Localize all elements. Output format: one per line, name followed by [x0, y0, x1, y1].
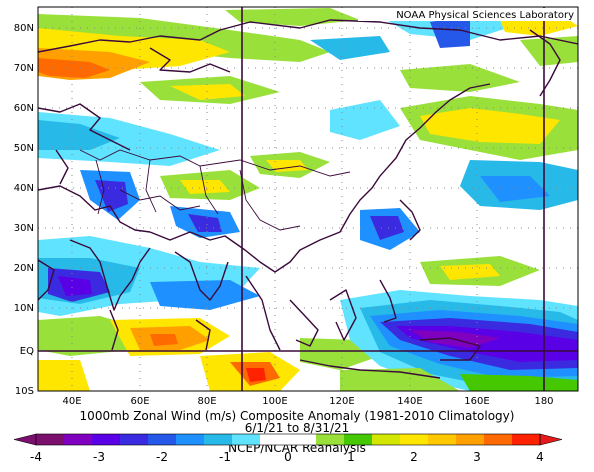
- colorbar-swatch: [92, 434, 121, 445]
- colorbar-frame: [35, 433, 541, 446]
- colorbar-under-arrow: [13, 433, 37, 446]
- lon-label: 60E: [130, 396, 149, 407]
- lat-label: 10N: [14, 303, 34, 314]
- colorbar-swatch: [232, 434, 261, 445]
- colorbar-swatch: [316, 434, 345, 445]
- colorbar-swatch: [176, 434, 205, 445]
- lon-label: 140E: [397, 396, 422, 407]
- map-title: 1000mb Zonal Wind (m/s) Composite Anomal…: [80, 409, 515, 423]
- colorbar-labels: -4 -3 -2 -1 0 1 2 3 4: [30, 450, 544, 464]
- colorbar-swatch: [204, 434, 233, 445]
- lat-label: 20N: [14, 263, 34, 274]
- lat-label: 60N: [14, 103, 34, 114]
- colorbar-swatch: [148, 434, 177, 445]
- colorbar-swatch: [400, 434, 429, 445]
- lat-label: 10S: [15, 386, 34, 397]
- colorbar-tick-label: -3: [93, 450, 105, 464]
- colorbar-swatch: [484, 434, 513, 445]
- graticule: [38, 7, 578, 391]
- lat-label: 80N: [14, 23, 34, 34]
- lon-labels: 40E 60E 80E 100E 120E 140E 160E 180: [62, 396, 553, 407]
- lon-label: 40E: [62, 396, 81, 407]
- coastlines: [38, 19, 578, 379]
- colorbar-swatch: [260, 434, 289, 445]
- colorbar-swatch: [512, 434, 541, 445]
- colorbar-tick-label: -4: [30, 450, 42, 464]
- colorbar-swatch: [372, 434, 401, 445]
- lat-label: 30N: [14, 223, 34, 234]
- lon-label: 120E: [329, 396, 354, 407]
- plot-frame: [37, 6, 579, 392]
- colorbar-swatch: [456, 434, 485, 445]
- colorbar-swatch: [64, 434, 93, 445]
- colorbar-tick-label: 1: [347, 450, 355, 464]
- colorbar: [13, 433, 563, 446]
- colorbar-tick-label: 3: [473, 450, 481, 464]
- lon-label: 80E: [197, 396, 216, 407]
- lat-label: EQ: [20, 346, 34, 357]
- colorbar-swatch: [428, 434, 457, 445]
- lat-label: 70N: [14, 63, 34, 74]
- credit-box: [358, 8, 577, 21]
- colorbar-tick-label: 4: [536, 450, 544, 464]
- lat-labels: 80N 70N 60N 50N 40N 30N 20N 10N EQ 10S: [14, 23, 34, 397]
- country-borders: [79, 149, 351, 231]
- lat-label: 50N: [14, 143, 34, 154]
- lon-label: 100E: [262, 396, 287, 407]
- colorbar-swatch: [288, 434, 317, 445]
- lat-label: 40N: [14, 183, 34, 194]
- colorbar-swatch: [120, 434, 149, 445]
- credit-text: NOAA Physical Sciences Laboratory: [396, 10, 574, 21]
- colorbar-tick-label: -2: [156, 450, 168, 464]
- colorbar-swatch: [344, 434, 373, 445]
- colorbar-tick-label: 2: [410, 450, 418, 464]
- colorbar-over-arrow: [539, 433, 563, 446]
- lon-label: 160E: [464, 396, 489, 407]
- colorbar-tick-label: 0: [284, 450, 292, 464]
- lon-label: 180: [534, 396, 553, 407]
- colorbar-tick-label: -1: [219, 450, 231, 464]
- date-range: 6/1/21 to 8/31/21: [245, 421, 350, 435]
- colorbar-swatch: [36, 434, 65, 445]
